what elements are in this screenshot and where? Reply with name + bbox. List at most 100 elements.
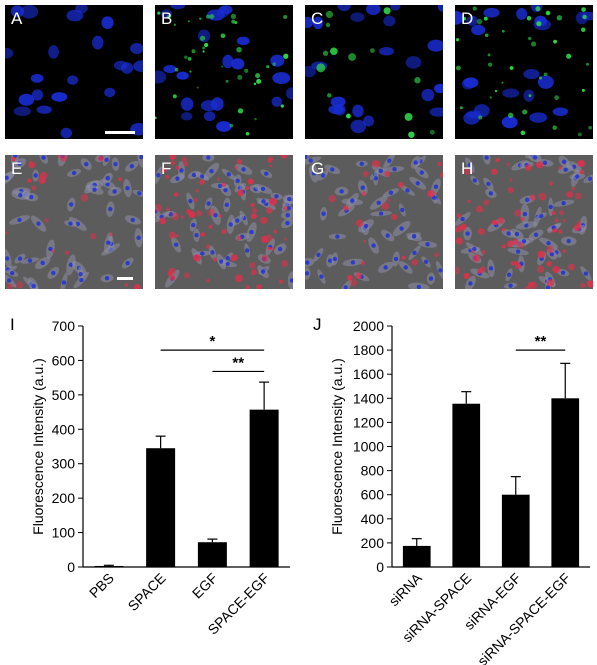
nucleus bbox=[467, 162, 473, 168]
green-signal bbox=[566, 53, 572, 59]
nucleus bbox=[320, 173, 326, 178]
green-signal bbox=[383, 7, 391, 15]
nucleus bbox=[179, 168, 184, 173]
nucleus bbox=[428, 276, 434, 281]
y-tick-label: 500 bbox=[52, 387, 76, 403]
nucleus bbox=[455, 10, 464, 25]
nucleus bbox=[194, 233, 199, 238]
red-signal bbox=[89, 233, 97, 240]
green-signal bbox=[237, 74, 243, 80]
nucleus bbox=[5, 175, 9, 180]
green-signal bbox=[325, 22, 331, 28]
scale-bar bbox=[117, 277, 133, 280]
nucleus bbox=[180, 97, 194, 111]
green-signal bbox=[155, 116, 157, 120]
nucleus bbox=[175, 176, 180, 181]
nucleus bbox=[136, 235, 141, 240]
nucleus bbox=[563, 167, 568, 172]
red-signal bbox=[280, 155, 288, 159]
green-signal bbox=[187, 20, 190, 23]
red-signal bbox=[384, 170, 391, 177]
nucleus bbox=[92, 35, 104, 50]
red-signal bbox=[184, 272, 191, 279]
nucleus bbox=[415, 181, 420, 186]
green-signal bbox=[205, 14, 211, 19]
red-signal bbox=[456, 213, 461, 218]
nucleus bbox=[305, 65, 316, 78]
green-signal bbox=[237, 108, 244, 114]
nucleus bbox=[533, 232, 539, 237]
red-signal bbox=[221, 228, 227, 235]
red-signal bbox=[535, 161, 544, 169]
y-tick-label: 2000 bbox=[353, 318, 384, 334]
green-signal bbox=[189, 70, 192, 73]
red-signal bbox=[200, 232, 205, 237]
nucleus bbox=[316, 252, 321, 257]
nucleus bbox=[6, 278, 12, 283]
red-signal bbox=[261, 255, 269, 262]
nucleus bbox=[501, 116, 518, 129]
red-signal bbox=[173, 192, 179, 197]
significance-label: * bbox=[209, 333, 215, 350]
red-signal bbox=[479, 266, 486, 273]
nucleus bbox=[378, 211, 384, 216]
red-signal bbox=[536, 265, 545, 274]
micrograph-e: E bbox=[5, 155, 143, 289]
green-signal bbox=[256, 78, 262, 84]
green-signal bbox=[230, 13, 237, 20]
nucleus bbox=[332, 256, 337, 262]
nucleus bbox=[113, 60, 128, 71]
red-signal bbox=[206, 244, 211, 249]
nucleus bbox=[366, 5, 381, 16]
y-tick-label: 600 bbox=[361, 487, 385, 503]
nucleus bbox=[542, 160, 548, 166]
nucleus bbox=[101, 16, 114, 29]
red-signal bbox=[497, 217, 505, 224]
red-signal bbox=[51, 249, 55, 253]
nucleus bbox=[92, 187, 97, 192]
green-signal bbox=[553, 39, 557, 44]
red-signal bbox=[267, 158, 272, 164]
red-signal bbox=[11, 157, 16, 162]
red-signal bbox=[270, 247, 275, 251]
y-tick-label: 1600 bbox=[353, 366, 384, 382]
micrograph-g-image bbox=[305, 155, 443, 289]
red-signal bbox=[218, 214, 222, 218]
nucleus bbox=[13, 106, 31, 117]
panel-label-i: I bbox=[10, 315, 15, 334]
red-signal bbox=[234, 165, 238, 170]
nucleus bbox=[523, 69, 540, 80]
micrograph-d-image bbox=[455, 5, 593, 137]
nucleus bbox=[104, 157, 109, 163]
nucleus bbox=[286, 196, 292, 202]
nucleus bbox=[405, 56, 422, 69]
nucleus bbox=[224, 202, 230, 208]
green-signal bbox=[509, 66, 514, 70]
nucleus bbox=[206, 155, 211, 160]
green-signal bbox=[528, 94, 532, 98]
red-signal bbox=[266, 207, 273, 214]
panel-label-g: G bbox=[311, 159, 325, 178]
significance-label: ** bbox=[535, 333, 547, 350]
nucleus bbox=[419, 170, 424, 175]
micrograph-h: H bbox=[455, 155, 593, 289]
red-signal bbox=[571, 186, 575, 191]
nucleus bbox=[416, 284, 422, 289]
y-tick-label: 0 bbox=[376, 559, 384, 575]
nucleus bbox=[106, 240, 111, 245]
nucleus bbox=[400, 207, 405, 213]
nucleus bbox=[305, 155, 308, 160]
nucleus bbox=[200, 174, 205, 179]
red-signal bbox=[80, 194, 89, 202]
nucleus bbox=[60, 127, 73, 139]
red-signal bbox=[247, 178, 254, 185]
green-signal bbox=[254, 117, 257, 121]
nucleus bbox=[163, 65, 177, 74]
red-signal bbox=[283, 206, 288, 211]
category-label: siRNA bbox=[386, 569, 426, 609]
nucleus bbox=[271, 96, 282, 107]
bar bbox=[501, 494, 530, 567]
nucleus bbox=[231, 58, 245, 70]
red-signal bbox=[434, 252, 439, 257]
red-signal bbox=[355, 272, 362, 280]
